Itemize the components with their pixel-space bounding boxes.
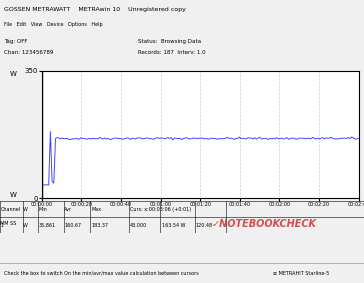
Text: GOSSEN METRAWATT    METRAwin 10    Unregistered copy: GOSSEN METRAWATT METRAwin 10 Unregistere… bbox=[4, 7, 186, 12]
Text: Min: Min bbox=[39, 207, 48, 212]
Text: Status:  Browsing Data: Status: Browsing Data bbox=[138, 39, 201, 44]
Text: Avr: Avr bbox=[64, 207, 72, 212]
Text: Records: 187  Interv: 1.0: Records: 187 Interv: 1.0 bbox=[138, 50, 206, 55]
Text: W: W bbox=[10, 71, 16, 77]
Text: Max: Max bbox=[91, 207, 101, 212]
Text: 160.67: 160.67 bbox=[64, 223, 82, 228]
Text: Tag: OFF: Tag: OFF bbox=[4, 39, 27, 44]
Text: 43.000: 43.000 bbox=[130, 223, 147, 228]
Text: Curs: x:00:03:06 (+0:01): Curs: x:00:03:06 (+0:01) bbox=[130, 207, 191, 212]
Text: 120.48: 120.48 bbox=[195, 223, 213, 228]
Text: 183.37: 183.37 bbox=[91, 223, 108, 228]
Text: 35.861: 35.861 bbox=[39, 223, 56, 228]
Text: HH MM SS: HH MM SS bbox=[0, 221, 16, 226]
Text: W: W bbox=[23, 207, 28, 212]
Text: Chan: 123456789: Chan: 123456789 bbox=[4, 50, 53, 55]
Text: Channel: Channel bbox=[0, 207, 20, 212]
Text: Check the box to switch On the min/avr/max value calculation between cursors: Check the box to switch On the min/avr/m… bbox=[4, 271, 198, 276]
Text: File   Edit   View   Device   Options   Help: File Edit View Device Options Help bbox=[4, 22, 102, 27]
Text: 1: 1 bbox=[0, 223, 4, 228]
Text: W: W bbox=[10, 192, 16, 198]
Text: W: W bbox=[23, 223, 28, 228]
Text: ≡ METRAHIT Starline-5: ≡ METRAHIT Starline-5 bbox=[273, 271, 329, 276]
Text: ✓NOTEBOOKCHECK: ✓NOTEBOOKCHECK bbox=[211, 219, 316, 229]
Text: 163.54 W: 163.54 W bbox=[162, 223, 186, 228]
